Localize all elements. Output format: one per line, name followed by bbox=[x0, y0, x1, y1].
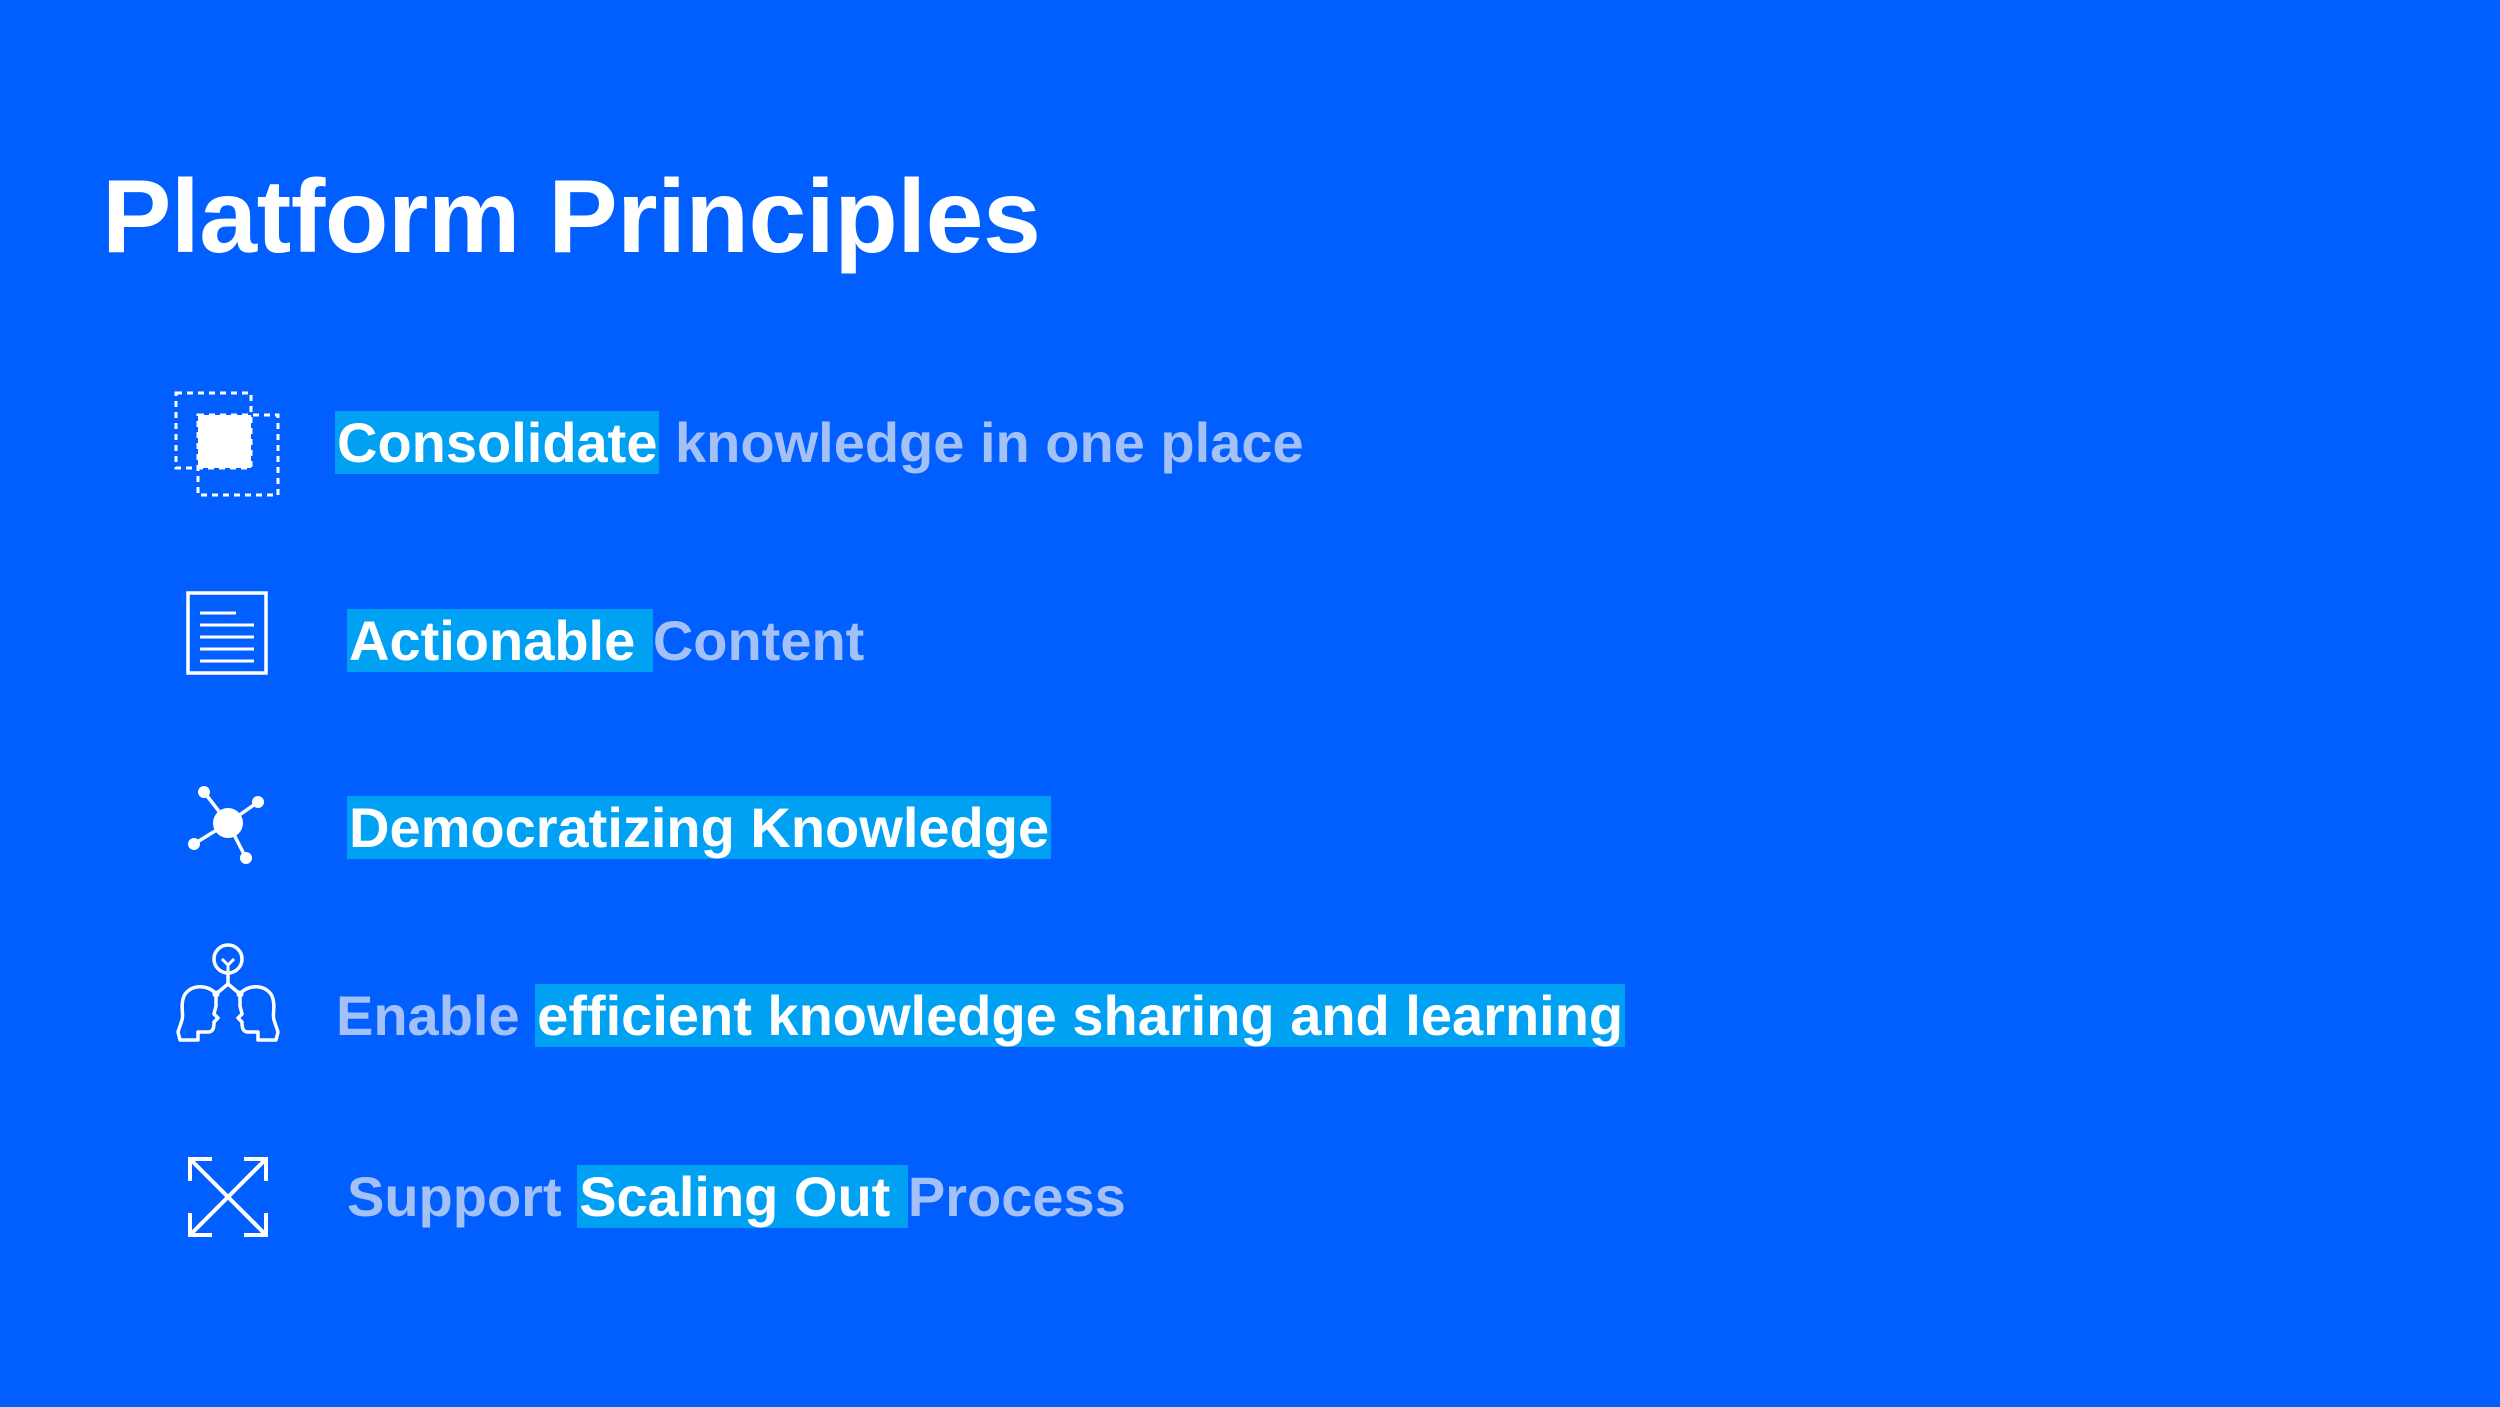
principle-highlight: efficient knowledge sharing and learning bbox=[535, 984, 1626, 1047]
principle-text: Content bbox=[652, 609, 865, 672]
network-icon bbox=[168, 768, 288, 888]
principle-text: knowledge in one place bbox=[659, 411, 1304, 474]
slide-title: Platform Principles bbox=[102, 159, 1041, 275]
principle-highlight: Consolidate bbox=[335, 411, 660, 474]
knowledge-sharing-icon bbox=[168, 932, 288, 1052]
expand-arrows-icon bbox=[168, 1137, 288, 1257]
principle-highlight: Scaling Out bbox=[577, 1165, 908, 1228]
principle-item-democratizing: Democratizing Knowledge bbox=[0, 768, 2500, 888]
document-icon bbox=[168, 581, 288, 701]
principle-highlight: Democratizing Knowledge bbox=[347, 796, 1052, 859]
principle-item-enable: Enable efficient knowledge sharing and l… bbox=[0, 943, 2500, 1076]
principle-text: Process bbox=[907, 1165, 1126, 1228]
consolidate-icon bbox=[168, 385, 288, 505]
principle-item-support: Support Scaling Out Process bbox=[0, 1137, 2500, 1257]
principle-text: Support bbox=[347, 1165, 578, 1228]
principle-text: Enable bbox=[336, 984, 536, 1047]
principle-highlight: Actionable bbox=[347, 609, 653, 672]
principle-item-consolidate: Consolidate knowledge in one place bbox=[0, 383, 2500, 503]
principle-item-actionable: Actionable Content bbox=[0, 581, 2500, 701]
